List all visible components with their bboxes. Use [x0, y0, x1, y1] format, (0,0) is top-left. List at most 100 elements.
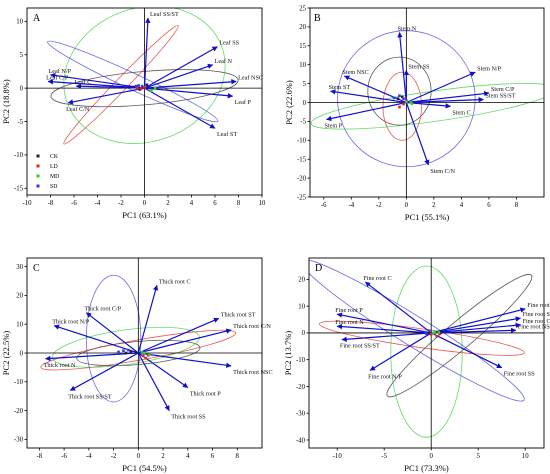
sample-point-sd [402, 97, 405, 101]
sample-point-ck [129, 350, 133, 353]
sample-point-ck [400, 95, 404, 99]
x-axis-label: PC1 (54.5%) [122, 463, 167, 473]
y-tick-label: 25 [299, 5, 306, 12]
loading-label: Stem ST [329, 84, 351, 91]
x-tick-label: 6 [213, 200, 217, 207]
loading-label: Leaf NSC [238, 74, 263, 81]
x-tick-label: -8 [37, 453, 43, 460]
x-tick-label: 8 [515, 202, 519, 209]
sample-point-md [405, 100, 408, 104]
y-tick-label: -10 [14, 152, 24, 159]
loading-label: Fine root NSC [518, 323, 550, 330]
loading-label: Thick root N/P [52, 319, 90, 326]
sample-point-sd [134, 84, 138, 88]
legend-marker-ck [36, 154, 40, 158]
sample-point-md [143, 351, 146, 355]
panel-C: Thick root C Thick root ST Thick root C/N T… [1, 257, 273, 473]
panel-A: Leaf SS/ST Leaf SS Leaf N Leaf NSC Leaf P Lea… [1, 7, 266, 220]
x-tick-label: -10 [22, 200, 32, 207]
loading-arrow [431, 307, 526, 334]
sample-point-md [431, 331, 435, 335]
loading-label: Fine root N [335, 319, 364, 326]
y-tick-label: 30 [16, 264, 23, 271]
x-axis-label: PC1 (73.3%) [404, 463, 449, 473]
sample-point-md [410, 102, 414, 105]
loading-label: Stem N/P [477, 65, 501, 72]
loading-arrow [144, 79, 237, 89]
loading-arrow [431, 322, 522, 334]
loading-arrow [406, 90, 490, 104]
loading-arrow [144, 87, 216, 129]
loading-label: Leaf SS [219, 40, 239, 47]
loading-label: Fine root SS/ST [340, 343, 380, 350]
y-tick-label: 10 [16, 19, 23, 26]
ellipse-md [390, 265, 463, 438]
ellipse-ck [386, 273, 533, 398]
y-axis-label: PC2 (22.5%) [1, 331, 11, 376]
loading-arrow [336, 323, 432, 334]
x-tick-label: 0 [429, 453, 433, 460]
loading-arrow [330, 89, 407, 104]
y-axis-label: PC2 (18.8%) [1, 79, 11, 124]
x-tick-label: 5 [476, 453, 480, 460]
y-tick-label: 0 [20, 350, 24, 357]
loading-label: Thick root P [190, 391, 221, 398]
y-tick-label: 0 [20, 85, 24, 92]
loading-label: Fine root C/N [527, 302, 550, 309]
loading-arrow [45, 352, 139, 362]
x-tick-label: -4 [348, 202, 354, 209]
loading-label: Thick root C [159, 278, 191, 285]
loading-label: Leaf C [74, 79, 91, 86]
legend-label: LD [50, 164, 58, 170]
ellipse-ck [50, 69, 239, 108]
x-tick-label: 8 [237, 200, 241, 207]
y-tick-label: -5 [17, 119, 23, 126]
legend-marker-ld [36, 164, 40, 168]
y-tick-label: -30 [14, 437, 24, 444]
loading-arrow [341, 332, 432, 342]
x-axis-label: PC1 (55.1%) [405, 212, 450, 222]
loading-arrow [325, 101, 407, 122]
y-tick-label: 5 [20, 52, 24, 59]
sample-point-ck [124, 351, 128, 355]
loading-arrow [138, 352, 232, 368]
x-tick-label: -8 [48, 200, 54, 207]
loading-arrow [138, 317, 220, 354]
x-tick-label: -6 [321, 202, 327, 209]
x-tick-label: -2 [376, 202, 382, 209]
x-tick-label: 0 [405, 202, 409, 209]
ellipse-ld [63, 25, 179, 145]
sample-point-sd [392, 96, 396, 100]
ellipse-ld [382, 71, 422, 141]
x-tick-label: 4 [460, 202, 464, 209]
sample-point-ld [144, 356, 148, 360]
y-tick-label: -40 [296, 437, 306, 444]
sample-point-md [140, 351, 144, 354]
y-tick-label: 10 [16, 322, 23, 329]
loading-label: Stem C/N [430, 168, 455, 175]
loading-arrow [53, 324, 139, 354]
x-tick-label: -5 [381, 453, 387, 460]
legend-marker-md [36, 174, 40, 178]
y-axis-label: PC2 (13.7%) [283, 331, 293, 376]
loading-label: Fine root P [335, 307, 363, 314]
sample-point-ld [402, 102, 405, 106]
ellipse-sd [309, 259, 525, 402]
sample-point-ld [435, 334, 439, 338]
panel-label: C [33, 263, 40, 274]
loading-label: Thick root ST [221, 311, 256, 318]
legend-marker-sd [36, 184, 40, 188]
sample-point-sd [140, 84, 144, 88]
x-tick-label: 4 [190, 200, 194, 207]
x-tick-label: 0 [143, 200, 147, 207]
loading-label: Fine root C [363, 275, 391, 282]
y-tick-label: 5 [303, 81, 307, 88]
loading-arrow [397, 32, 407, 103]
y-tick-label: 0 [302, 330, 306, 337]
loading-label: Stem SS [408, 63, 430, 70]
loading-label: Fine root SS [504, 371, 536, 378]
loading-label: Stem NSC [342, 69, 368, 76]
loading-arrow [137, 284, 159, 354]
loading-label: Fine root ST [523, 311, 550, 318]
sample-point-md [153, 86, 157, 90]
